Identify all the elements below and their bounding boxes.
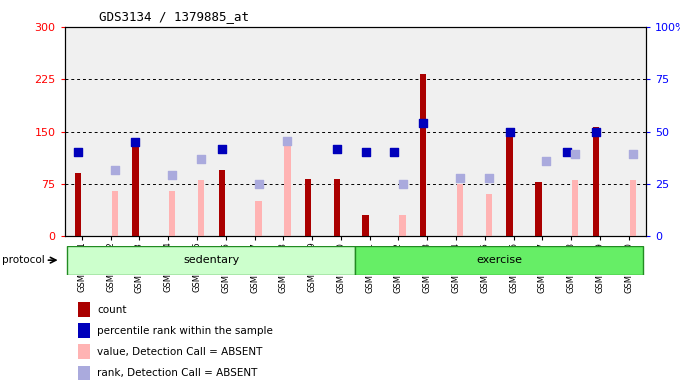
Bar bbox=[334, 179, 340, 236]
Point bbox=[455, 175, 466, 181]
Point bbox=[541, 158, 552, 164]
Bar bbox=[112, 191, 118, 236]
Text: exercise: exercise bbox=[476, 255, 522, 265]
Point bbox=[72, 149, 83, 156]
Bar bbox=[572, 180, 579, 236]
Point bbox=[397, 181, 408, 187]
Text: count: count bbox=[97, 305, 126, 314]
Bar bbox=[457, 184, 463, 236]
Point bbox=[109, 167, 120, 173]
Bar bbox=[399, 215, 406, 236]
Text: GDS3134 / 1379885_at: GDS3134 / 1379885_at bbox=[99, 10, 249, 23]
Bar bbox=[218, 170, 225, 236]
Bar bbox=[75, 174, 81, 236]
Point bbox=[167, 172, 177, 178]
Point bbox=[504, 128, 515, 135]
Bar bbox=[630, 180, 636, 236]
Bar bbox=[67, 246, 355, 275]
Point bbox=[628, 151, 639, 157]
Point bbox=[483, 175, 494, 181]
Point bbox=[360, 149, 371, 156]
Bar bbox=[507, 133, 513, 236]
Point bbox=[331, 146, 342, 152]
Text: protocol: protocol bbox=[2, 255, 45, 265]
Text: sedentary: sedentary bbox=[184, 255, 239, 265]
Point bbox=[196, 156, 207, 162]
Text: value, Detection Call = ABSENT: value, Detection Call = ABSENT bbox=[97, 347, 262, 357]
Bar bbox=[169, 191, 175, 236]
Point bbox=[570, 151, 581, 157]
Bar bbox=[355, 246, 643, 275]
Bar bbox=[284, 146, 290, 236]
Point bbox=[562, 149, 573, 156]
Point bbox=[418, 120, 428, 126]
Bar bbox=[593, 127, 599, 236]
Point bbox=[590, 128, 601, 135]
Bar bbox=[198, 180, 204, 236]
Bar bbox=[486, 194, 492, 236]
Bar bbox=[132, 146, 139, 236]
Text: rank, Detection Call = ABSENT: rank, Detection Call = ABSENT bbox=[97, 368, 258, 378]
Bar bbox=[305, 179, 311, 236]
Bar bbox=[362, 215, 369, 236]
Bar bbox=[256, 201, 262, 236]
Bar bbox=[535, 182, 541, 236]
Point bbox=[253, 181, 264, 187]
Point bbox=[216, 146, 227, 152]
Point bbox=[282, 137, 293, 144]
Bar bbox=[420, 74, 426, 236]
Text: percentile rank within the sample: percentile rank within the sample bbox=[97, 326, 273, 336]
Point bbox=[130, 139, 141, 145]
Point bbox=[389, 149, 400, 156]
